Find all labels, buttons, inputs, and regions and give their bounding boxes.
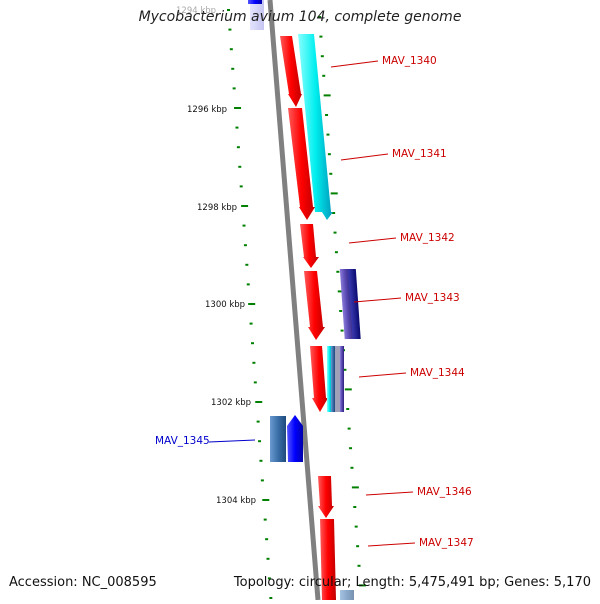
gene-arrow-mav-1347[interactable] xyxy=(320,519,336,600)
gene-arrow-mav-1340[interactable] xyxy=(280,36,302,107)
gene-label-mav-1343[interactable]: MAV_1343 xyxy=(405,292,460,304)
gene-label-mav-1344[interactable]: MAV_1344 xyxy=(410,367,465,379)
axis-label-1296: 1296 kbp xyxy=(187,105,227,115)
axis-label-1298: 1298 kbp xyxy=(197,203,237,213)
gene-arrow-mav-1343[interactable] xyxy=(304,271,325,340)
axis-label-1302: 1302 kbp xyxy=(211,398,251,408)
gene-label-mav-1342[interactable]: MAV_1342 xyxy=(400,232,455,244)
genome-title: Mycobacterium avium 104, complete genome xyxy=(138,9,462,25)
axis-label-1304: 1304 kbp xyxy=(216,496,256,506)
gene-label-mav-1340[interactable]: MAV_1340 xyxy=(382,55,437,67)
connector-mav-1344 xyxy=(358,372,407,378)
feature-teal-mav-1344[interactable] xyxy=(331,346,335,412)
label-connectors xyxy=(208,60,416,547)
gene-label-mav-1341[interactable]: MAV_1341 xyxy=(392,148,447,160)
accession-text: Accession: NC_008595 xyxy=(9,575,157,590)
connector-mav-1347 xyxy=(367,542,416,547)
gene-arrow-mav-1346[interactable] xyxy=(318,476,334,518)
connector-mav-1343 xyxy=(353,297,402,303)
feature-purple-mav-1344[interactable] xyxy=(340,346,344,412)
connector-mav-1341 xyxy=(340,153,389,161)
connector-mav-1342 xyxy=(348,237,397,244)
bottom-partial-feature xyxy=(340,590,354,600)
gene-features xyxy=(270,34,361,600)
feature-steel-mav-1345[interactable] xyxy=(270,416,286,462)
gene-arrow-mav-1342[interactable] xyxy=(300,224,319,268)
gene-arrow-mav-1341[interactable] xyxy=(288,108,315,220)
cds-feature-cyan[interactable] xyxy=(298,34,333,220)
feature-navy-mav-1343[interactable] xyxy=(347,269,361,339)
gene-arrow-mav-1344[interactable] xyxy=(310,346,328,412)
axis-label-1300: 1300 kbp xyxy=(205,300,245,310)
connector-mav-1340 xyxy=(330,60,379,68)
connector-mav-1346 xyxy=(365,491,414,496)
gene-labels: MAV_1340 MAV_1341 MAV_1342 MAV_1343 MAV_… xyxy=(155,55,474,549)
top-partial-feature xyxy=(250,0,264,30)
axis-label-top-partial: 1294 kbp xyxy=(176,6,216,16)
feature-cyan-mav-1344[interactable] xyxy=(327,346,332,412)
gene-label-mav-1345[interactable]: MAV_1345 xyxy=(155,435,210,447)
top-partial-gene xyxy=(248,0,262,4)
gene-arrow-mav-1345[interactable] xyxy=(287,415,303,462)
genome-summary-text: Topology: circular; Length: 5,475,491 bp… xyxy=(233,575,591,590)
axis-labels: 1294 kbp 1296 kbp 1298 kbp 1300 kbp 1302… xyxy=(176,6,256,506)
genome-backbone xyxy=(267,0,321,601)
scale-ticks xyxy=(227,9,366,599)
connector-mav-1345 xyxy=(208,439,256,443)
gene-label-mav-1346[interactable]: MAV_1346 xyxy=(417,486,472,498)
feature-grey-mav-1344[interactable] xyxy=(335,346,341,412)
gene-label-mav-1347[interactable]: MAV_1347 xyxy=(419,537,474,549)
